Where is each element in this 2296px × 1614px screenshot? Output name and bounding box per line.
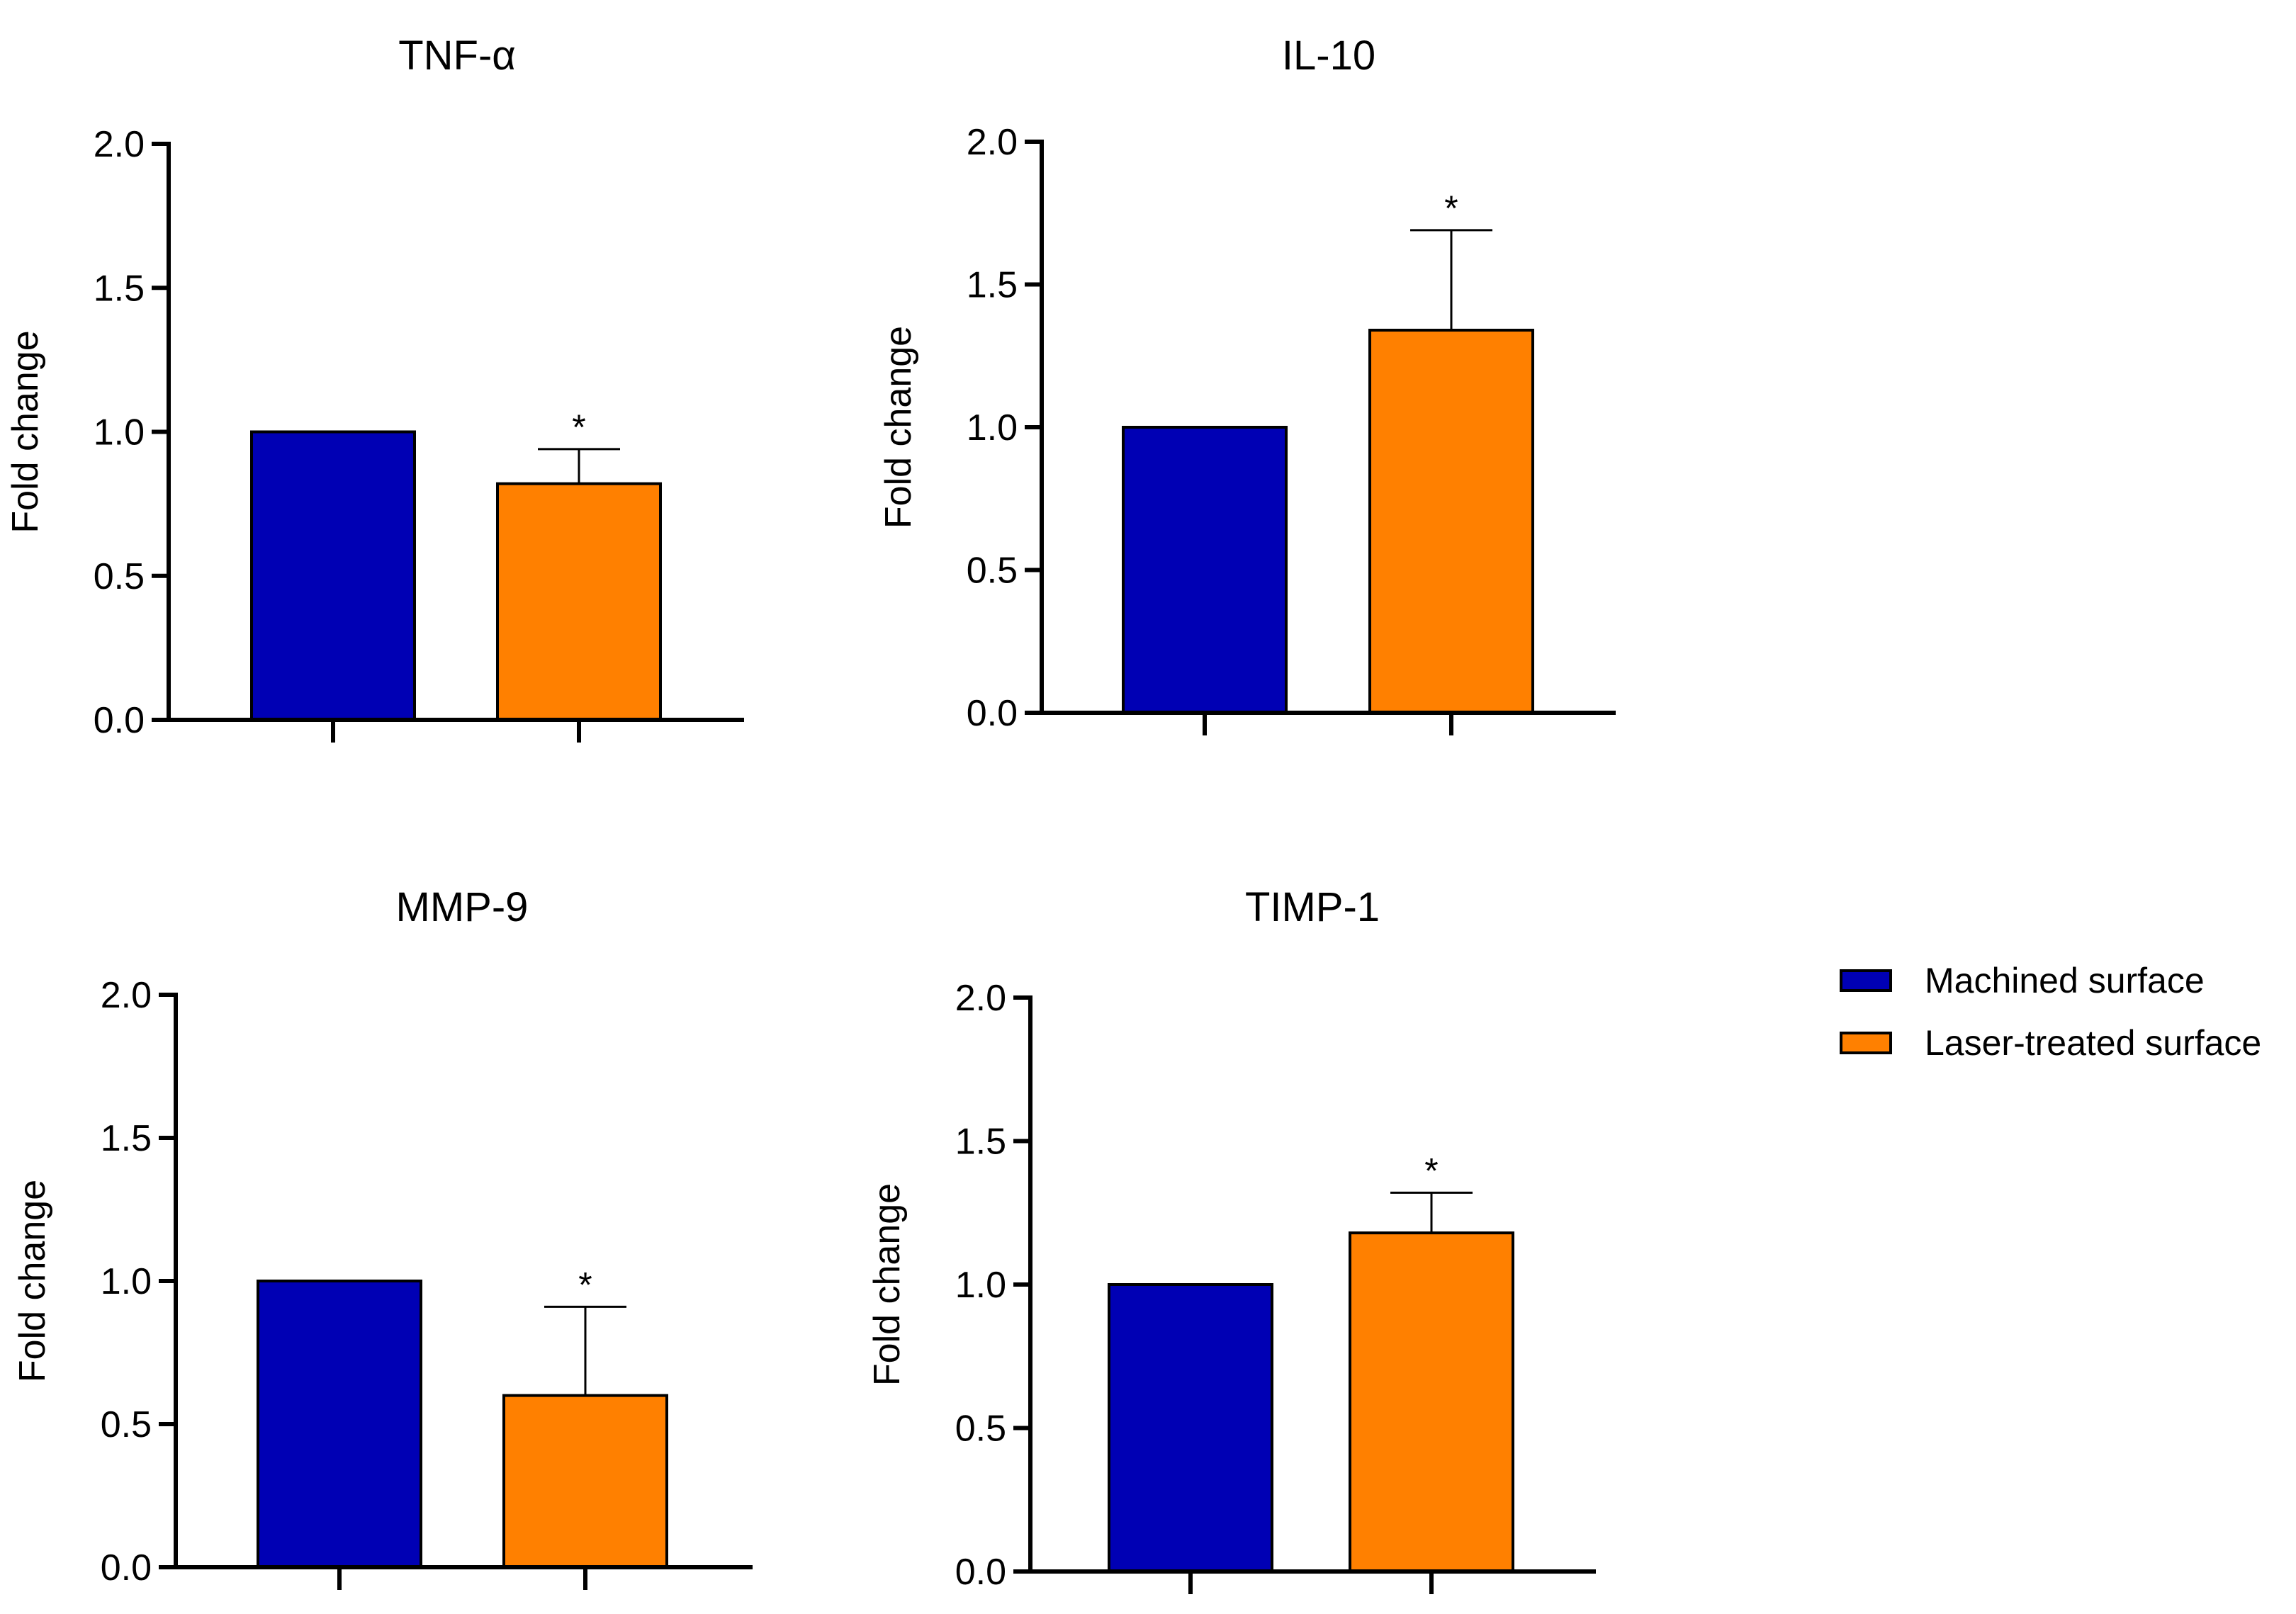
y-tick-label: 0.5: [967, 551, 1018, 592]
chart-panel-1: TNF-α Fold change 0.0 0.5 1.0 1.5 2.0 *: [5, 33, 744, 743]
significance-mark: *: [1444, 188, 1458, 228]
y-axis-label: Fold change: [878, 326, 919, 529]
chart-panel-4: TIMP-1 Fold change 0.0 0.5 1.0 1.5 2.0 *: [867, 884, 1596, 1594]
y-tick-label: 1.0: [967, 407, 1018, 448]
legend-label-machined: Machined surface: [1925, 961, 2205, 1000]
chart-panel-2: IL-10 Fold change 0.0 0.5 1.0 1.5 2.0 *: [878, 33, 1616, 735]
y-tick-label: 1.5: [967, 265, 1018, 306]
y-tick-label: 1.5: [94, 268, 145, 309]
significance-mark: *: [578, 1265, 592, 1304]
bar: [257, 1280, 422, 1569]
significance-mark: *: [1424, 1151, 1438, 1190]
bar: [250, 430, 416, 721]
legend-item-laser: Laser-treated surface: [1840, 1020, 2293, 1083]
y-axis-label: Fold change: [5, 330, 46, 533]
y-tick-label: 0.0: [94, 700, 145, 741]
y-tick-label: 0.5: [101, 1404, 152, 1445]
y-tick-label: 0.0: [967, 693, 1018, 734]
chart-title: TNF-α: [398, 33, 516, 79]
bar: [1349, 1231, 1514, 1573]
y-tick-label: 2.0: [94, 124, 145, 165]
bar: [1368, 328, 1534, 715]
y-tick-label: 0.0: [955, 1552, 1006, 1593]
y-tick-label: 2.0: [967, 122, 1018, 163]
legend-swatch-laser: [1840, 1032, 1892, 1054]
bar: [1108, 1283, 1273, 1573]
y-axis-label: Fold change: [12, 1180, 53, 1382]
chart-title: IL-10: [1282, 33, 1375, 79]
legend-swatch-machined: [1840, 969, 1892, 992]
y-tick-label: 1.0: [101, 1261, 152, 1302]
y-tick-label: 2.0: [955, 978, 1006, 1019]
y-axis-label: Fold change: [867, 1183, 908, 1386]
y-tick-label: 0.5: [94, 556, 145, 597]
y-tick-label: 0.0: [101, 1547, 152, 1588]
bar: [502, 1394, 668, 1569]
y-tick-label: 1.5: [955, 1122, 1006, 1163]
significance-mark: *: [572, 407, 585, 447]
chart-panel-3: MMP-9 Fold change 0.0 0.5 1.0 1.5 2.0 *: [12, 884, 753, 1590]
y-tick-label: 1.0: [94, 412, 145, 453]
y-tick-label: 1.5: [101, 1118, 152, 1159]
legend-item-machined: Machined surface: [1840, 958, 2293, 1020]
y-tick-label: 0.5: [955, 1409, 1006, 1450]
y-tick-label: 1.0: [955, 1265, 1006, 1306]
legend-label-laser: Laser-treated surface: [1925, 1023, 2262, 1063]
chart-title: MMP-9: [396, 884, 529, 930]
bar: [496, 482, 662, 721]
y-tick-label: 2.0: [101, 975, 152, 1016]
bar: [1122, 426, 1288, 714]
chart-title: TIMP-1: [1245, 884, 1380, 930]
legend: Machined surface Laser-treated surface: [1840, 958, 2293, 1083]
